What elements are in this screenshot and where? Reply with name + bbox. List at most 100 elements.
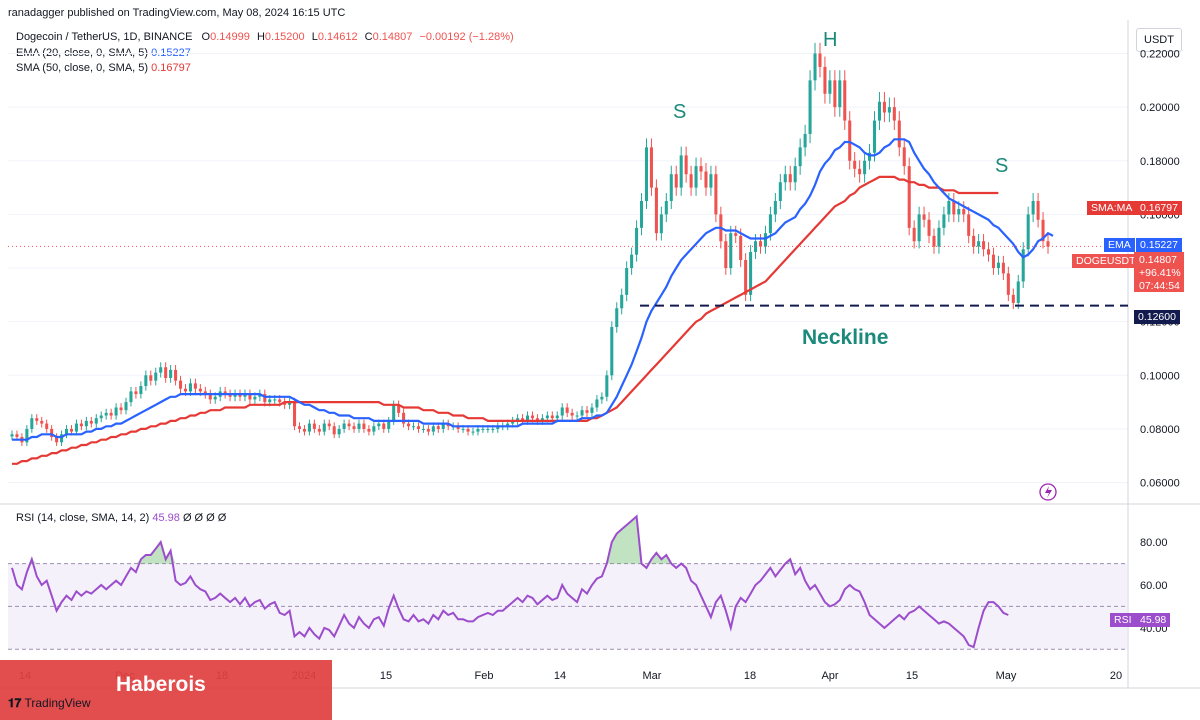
candle-body	[917, 214, 921, 242]
ema-legend[interactable]: EMA (20, close, 0, SMA, 5) 0.15227	[16, 47, 191, 59]
candle-body	[808, 80, 812, 134]
candle-body	[94, 418, 98, 424]
candle-body	[426, 428, 430, 432]
right-shoulder-label: S	[995, 155, 1009, 177]
candle-body	[962, 209, 966, 215]
candle-body	[293, 402, 297, 427]
candle-body	[377, 423, 381, 427]
candle-body	[843, 80, 847, 121]
open-value: 0.14999	[210, 31, 250, 43]
candle-body	[372, 426, 376, 432]
candle-body	[402, 412, 406, 424]
candle-body	[208, 394, 212, 400]
candle-body	[223, 391, 227, 395]
candle-body	[912, 227, 916, 242]
candle-body	[620, 294, 624, 309]
candle-body	[307, 423, 311, 432]
price-tick-label: 0.20000	[1140, 102, 1180, 114]
candle-body	[669, 174, 673, 202]
candle-body	[466, 428, 470, 432]
candle-body	[991, 254, 996, 269]
rsi-legend-label: RSI (14, close, SMA, 14, 2)	[16, 512, 150, 524]
candle-body	[610, 327, 614, 376]
low-value: 0.14612	[317, 31, 358, 43]
time-tick-label: Apr	[821, 670, 838, 682]
candle-body	[887, 107, 891, 113]
candle-body	[1006, 273, 1010, 295]
rsi-legend[interactable]: RSI (14, close, SMA, 14, 2) 45.98 Ø Ø Ø …	[16, 512, 226, 524]
candle-body	[679, 155, 683, 188]
candle-body	[986, 249, 991, 255]
candle-body	[714, 174, 718, 215]
candle-body	[144, 375, 148, 387]
candle-body	[159, 367, 163, 373]
candle-body	[64, 428, 69, 435]
candle-body	[1021, 249, 1025, 282]
candle-body	[957, 209, 961, 215]
tradingview-logo[interactable]: 𝟏𝟕 TradingView	[8, 696, 91, 711]
candle-body	[367, 428, 371, 432]
ema-legend-label: EMA (20, close, 0, SMA, 5)	[16, 47, 149, 59]
candle-body	[689, 174, 693, 188]
candle-body	[297, 426, 302, 429]
candle-body	[892, 107, 896, 121]
candle-body	[545, 415, 549, 419]
sma50-line	[12, 175, 999, 465]
candle-body	[322, 423, 326, 432]
candle-body	[278, 399, 282, 403]
candle-body	[273, 399, 277, 401]
candle-body	[357, 423, 361, 429]
candle-body	[560, 407, 564, 416]
candle-body	[977, 241, 981, 247]
candle-body	[193, 383, 197, 389]
candle-body	[1026, 214, 1030, 250]
candle-body	[456, 426, 460, 429]
candle-body	[407, 423, 411, 427]
candle-body	[823, 66, 827, 94]
time-tick-label: 14	[554, 670, 566, 682]
candle-body	[858, 168, 862, 175]
publisher-line: ranadagger published on TradingView.com,…	[8, 7, 346, 19]
sma-legend[interactable]: SMA (50, close, 0, SMA, 5) 0.16797	[16, 62, 191, 74]
candle-body	[436, 426, 440, 429]
candle-body	[798, 147, 802, 167]
candle-body	[749, 251, 753, 295]
candle-body	[922, 214, 926, 220]
time-tick-label: Mar	[643, 670, 662, 682]
candle-body	[79, 423, 83, 427]
rsi-tick-label: 60.00	[1140, 580, 1168, 592]
candle-body	[109, 412, 113, 416]
candle-body	[848, 120, 852, 161]
time-tick-label: May	[996, 670, 1017, 682]
candle-body	[754, 241, 758, 252]
candle-body	[243, 394, 247, 397]
candle-body	[134, 391, 138, 395]
time-tick-label: 15	[906, 670, 918, 682]
candle-body	[471, 431, 475, 433]
candle-body	[317, 428, 321, 432]
candle-body	[491, 428, 495, 430]
price-tick-label: 0.10000	[1140, 370, 1180, 382]
rsi-tick-label: 80.00	[1140, 537, 1168, 549]
candle-body	[119, 407, 123, 411]
candle-body	[674, 174, 678, 188]
candle-body	[397, 404, 401, 413]
candle-body	[996, 262, 1000, 269]
low-label: L	[311, 31, 318, 43]
candle-body	[55, 436, 59, 443]
lightning-icon	[1039, 483, 1057, 501]
symbol-name[interactable]: Dogecoin / TetherUS, 1D, BINANCE	[16, 31, 193, 43]
candle-body	[739, 235, 743, 260]
candle-body	[114, 407, 118, 416]
sma-legend-value: 0.16797	[151, 62, 191, 74]
price-tick-label: 0.08000	[1140, 424, 1180, 436]
rsi-legend-value: 45.98	[152, 512, 180, 524]
symbol-tag-box	[1134, 252, 1184, 292]
candle-body	[659, 214, 663, 234]
candle-body	[704, 171, 708, 188]
currency-selector[interactable]: USDT	[1136, 28, 1182, 52]
candle-body	[332, 426, 336, 435]
candle-body	[411, 426, 416, 428]
candle-body	[882, 101, 886, 113]
